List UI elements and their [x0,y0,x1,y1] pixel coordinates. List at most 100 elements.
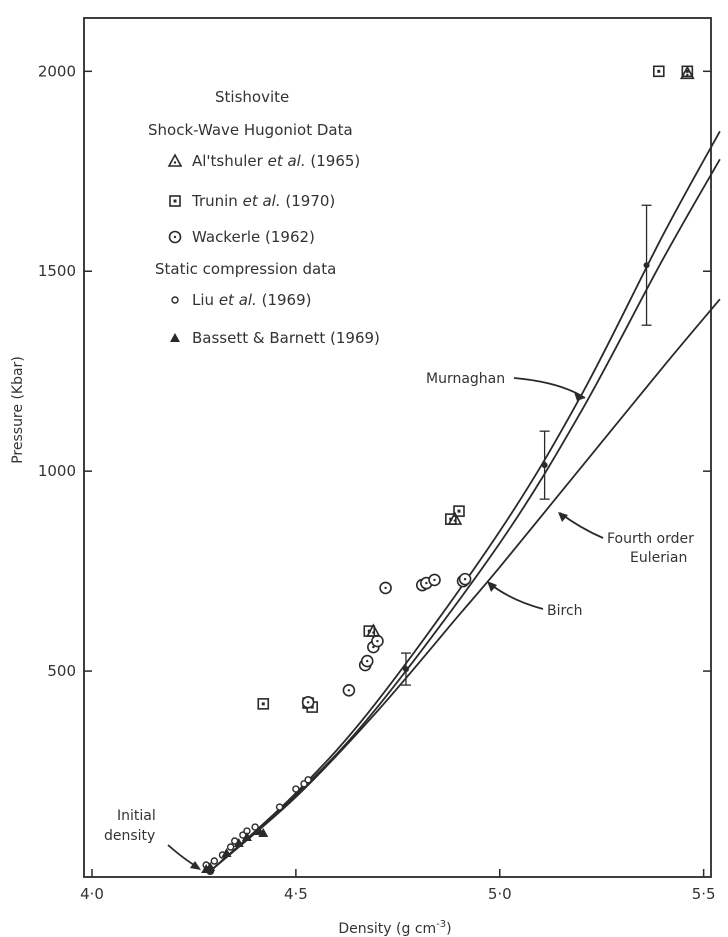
legend-entry-liu: Liu et al. (1969) [171,291,311,309]
plot-frame [83,17,712,878]
point-wackerle [360,654,374,668]
point-wackerle [301,695,315,709]
arrowhead-birch [487,581,497,592]
marker-triangle-dot [453,519,457,522]
annotation-initial-line2: density [104,828,155,844]
model-curves [209,130,721,872]
legend-entry-bassett: Bassett & Barnett (1969) [170,329,380,347]
marker-square-dot [685,69,689,73]
marker-triangle [366,623,381,637]
point-liu [226,843,235,851]
error-bar-points [400,204,652,686]
marker-filled-triangle [241,832,252,842]
marker-circle-dot [425,581,428,585]
point-wackerle [379,581,392,595]
marker-circle-dot [306,701,310,704]
marker-circle-dot [173,235,177,239]
point-bassett [258,828,269,838]
legend-title: Stishovite [215,88,289,106]
marker-triangle-dot [372,631,375,634]
marker-circle-dot [347,689,351,692]
marker-circle-dot [384,586,387,590]
point-altshuler [447,511,463,525]
legend-shock-header: Shock-Wave Hugoniot Data [148,121,353,139]
legend-marker-trunin [169,195,181,207]
arrowhead-murnaghan [574,392,585,401]
marker-square-dot [657,69,661,73]
error-point-dot [402,666,409,673]
legend-entry-wackerle: Wackerle (1962) [168,228,315,246]
curve-murnaghan [209,130,721,872]
marker-circle-dot [376,639,379,643]
error-point [400,652,411,686]
legend-entry-trunin: Trunin et al. (1970) [169,192,335,210]
marker-triangle-dot [173,161,177,164]
arrow-birch [488,582,544,610]
point-trunin [257,698,270,710]
marker-small-circle [292,785,300,793]
data-markers [201,65,695,875]
marker-small-circle [304,776,312,784]
point-liu [251,823,259,831]
point-bassett [233,838,244,848]
curve-birch [209,158,721,872]
point-liu [304,776,312,784]
x-tick-label: 4·0 [80,885,104,903]
point-wackerle [458,572,472,586]
point-wackerle [371,634,384,648]
marker-triangle [679,65,695,80]
annotation-eulerian-line2: Eulerian [630,550,687,566]
marker-small-circle [251,823,259,831]
arrow-murnaghan [513,377,586,399]
x-tick-label: 4·5 [284,885,308,903]
error-point-dot [541,462,548,469]
point-liu [275,803,284,811]
legend-marker-wackerle [168,230,182,244]
error-point [539,430,550,500]
point-trunin [453,505,465,517]
y-tick-label: 1000 [38,462,76,480]
marker-square-dot [173,199,177,203]
legend-label-altshuler: Al'tshuler et al. (1965) [192,152,360,170]
legend-label-liu: Liu et al. (1969) [192,291,311,309]
point-wackerle [428,573,441,587]
legend-entries: Al'tshuler et al. (1965) Trunin et al. (1… [167,152,380,347]
marker-small-circle [226,843,235,851]
y-tick-label: 1500 [38,262,76,280]
point-altshuler [366,623,381,637]
marker-filled-triangle [170,333,180,342]
point-liu [292,785,300,793]
point-trunin [652,65,665,78]
marker-triangle-dot [686,73,689,77]
annotation-initial-line1: Initial [117,808,156,824]
annotations: Murnaghan Fourth order Eulerian Birch In… [104,371,694,870]
marker-small-circle [210,857,219,865]
legend: Stishovite Shock-Wave Hugoniot Data Al't… [148,88,380,347]
marker-triangle [447,511,463,525]
marker-circle-dot [372,645,375,649]
arrowhead-initial [190,861,201,870]
initial-density-point [206,867,215,875]
legend-label-wackerle: Wackerle (1962) [192,228,315,246]
marker-square-dot [261,702,265,706]
marker-small-circle [275,803,284,811]
legend-label-trunin: Trunin et al. (1970) [191,192,335,210]
annotation-birch: Birch [547,603,583,619]
y-tick-label: 2000 [38,62,76,80]
arrowhead-eulerian [558,512,568,522]
x-tick-label: 5·0 [488,885,512,903]
marker-circle-dot [433,578,436,582]
y-axis-title: Pressure (Kbar) [10,356,26,464]
marker-triangle [167,153,183,167]
annotation-murnaghan: Murnaghan [426,371,505,387]
point-bassett [221,848,232,858]
legend-label-bassett: Bassett & Barnett (1969) [192,329,380,347]
x-tick-label: 5·5 [692,885,716,903]
marker-circle-dot [366,659,369,663]
curve-eulerian [209,298,721,872]
marker-circle-dot [463,577,467,581]
legend-marker-liu [171,296,179,304]
marker-filled-triangle [221,848,232,858]
point-bassett [241,832,252,842]
